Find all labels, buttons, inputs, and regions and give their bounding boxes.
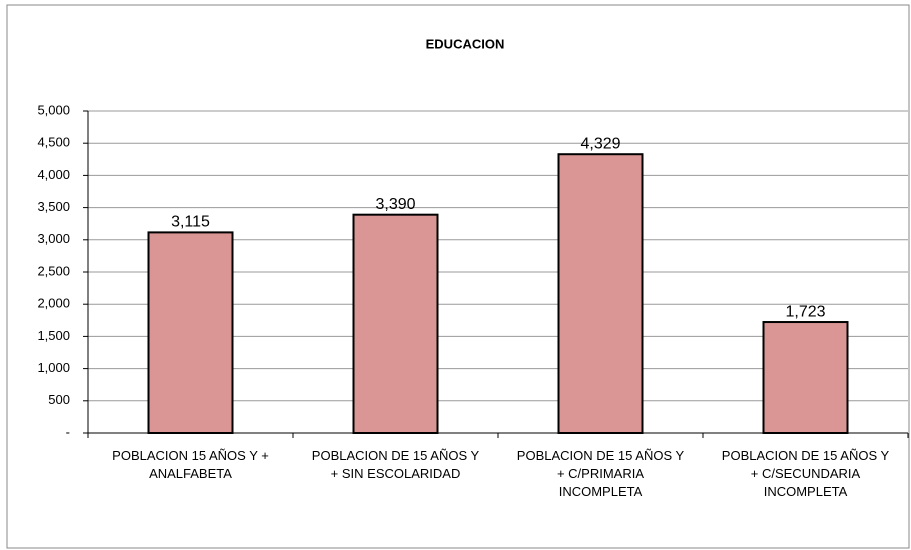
chart-title: EDUCACION — [426, 36, 505, 51]
bar — [557, 153, 644, 434]
data-label: 4,329 — [580, 135, 620, 152]
bar — [147, 231, 234, 434]
y-tick-label: 500 — [48, 392, 70, 407]
y-tick-label: 4,000 — [37, 167, 70, 182]
bar — [762, 321, 849, 434]
y-tick-label: 4,500 — [37, 135, 70, 150]
y-tick-label: - — [66, 424, 70, 439]
y-tick-label: 2,500 — [37, 263, 70, 278]
x-tick-label: POBLACION DE 15 AÑOS Y + C/PRIMARIA INCO… — [516, 448, 685, 499]
data-label: 3,390 — [375, 196, 415, 213]
y-tick-label: 2,000 — [37, 296, 70, 311]
bar — [352, 213, 439, 434]
y-tick-label: 5,000 — [37, 102, 70, 117]
y-tick-label: 3,500 — [37, 199, 70, 214]
y-tick-label: 3,000 — [37, 231, 70, 246]
data-label: 1,723 — [785, 303, 825, 320]
x-tick-label: POBLACION DE 15 AÑOS Y + C/SECUNDARIA IN… — [721, 448, 890, 499]
x-tick-label: POBLACION 15 AÑOS Y + ANALFABETA — [112, 448, 269, 481]
y-tick-label: 1,500 — [37, 328, 70, 343]
y-tick-label: 1,000 — [37, 360, 70, 375]
data-label: 3,115 — [171, 214, 210, 231]
x-tick-label: POBLACION DE 15 AÑOS Y + SIN ESCOLARIDAD — [311, 448, 480, 481]
